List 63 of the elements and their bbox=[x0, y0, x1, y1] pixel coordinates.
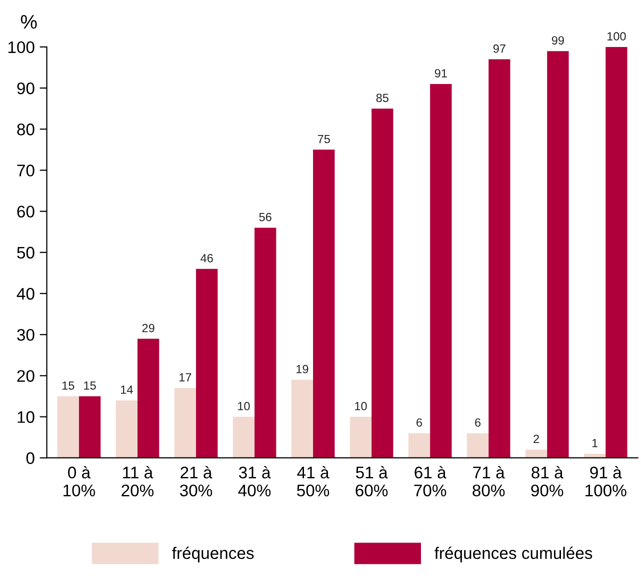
x-tick-label: 21 à 30% bbox=[180, 466, 212, 496]
x-tick-label: 51 à 60% bbox=[356, 466, 388, 496]
y-tick-label: 10 bbox=[18, 411, 34, 423]
bar bbox=[137, 338, 160, 458]
legend-label: fréquences bbox=[172, 546, 254, 562]
data-label: 75 bbox=[318, 134, 330, 144]
y-tick-label: 30 bbox=[17, 328, 34, 341]
bar bbox=[372, 108, 394, 458]
data-label: 6 bbox=[475, 418, 481, 427]
data-label: 46 bbox=[200, 254, 213, 262]
data-label: 19 bbox=[296, 364, 308, 374]
legend-label: fréquences cumulées bbox=[434, 546, 592, 562]
data-label: 100 bbox=[607, 32, 626, 40]
data-label: 2 bbox=[534, 434, 539, 444]
y-tick-label: 100 bbox=[8, 41, 34, 54]
data-label: 10 bbox=[355, 402, 367, 410]
bar bbox=[254, 228, 276, 458]
bar bbox=[606, 46, 628, 458]
data-label: 15 bbox=[84, 381, 96, 390]
x-tick-label: 61 à 70% bbox=[414, 466, 446, 496]
x-tick-label: 0 à 10% bbox=[64, 466, 96, 496]
x-tick-label: 41 à 50% bbox=[297, 466, 330, 496]
bar bbox=[547, 51, 569, 458]
y-tick-label: 50 bbox=[17, 246, 34, 259]
bar bbox=[232, 416, 255, 458]
y-tick-label: 60 bbox=[17, 206, 34, 218]
data-label: 29 bbox=[142, 324, 154, 332]
bar bbox=[408, 433, 430, 458]
data-label: 14 bbox=[121, 386, 133, 394]
x-tick-label: 91 à 100% bbox=[586, 466, 626, 496]
data-label: 85 bbox=[376, 94, 388, 102]
data-label: 56 bbox=[259, 212, 272, 222]
x-tick-label: 11 à 20% bbox=[122, 466, 154, 496]
y-tick-label: 40 bbox=[16, 288, 34, 300]
y-tick-label: 20 bbox=[17, 370, 34, 382]
bar bbox=[291, 380, 314, 458]
bar bbox=[78, 396, 101, 458]
bar bbox=[525, 450, 548, 458]
data-label: 91 bbox=[434, 69, 447, 78]
y-tick-label: 80 bbox=[17, 124, 34, 136]
bar bbox=[466, 433, 489, 458]
y-tick-label: 0 bbox=[26, 452, 34, 464]
y-tick-label: 70 bbox=[17, 164, 34, 176]
data-label: 10 bbox=[238, 402, 250, 410]
data-label: 99 bbox=[552, 36, 564, 45]
bar bbox=[313, 150, 335, 458]
y-axis-title: % bbox=[20, 15, 37, 29]
bar bbox=[57, 396, 79, 458]
bar bbox=[116, 400, 138, 458]
bar bbox=[488, 59, 510, 458]
data-label: 15 bbox=[62, 381, 74, 390]
x-tick-label: 81 à 90% bbox=[531, 466, 564, 496]
x-tick-label: 31 à 40% bbox=[238, 466, 271, 496]
bar bbox=[430, 84, 452, 458]
bar bbox=[350, 416, 372, 458]
bar bbox=[196, 268, 218, 458]
y-tick-label: 90 bbox=[17, 82, 34, 94]
data-label: 17 bbox=[180, 373, 192, 382]
data-label: 6 bbox=[416, 418, 422, 427]
data-label: 1 bbox=[592, 439, 598, 448]
bar bbox=[174, 388, 196, 458]
data-label: 97 bbox=[493, 44, 506, 53]
x-tick-label: 71 à 80% bbox=[472, 466, 505, 496]
